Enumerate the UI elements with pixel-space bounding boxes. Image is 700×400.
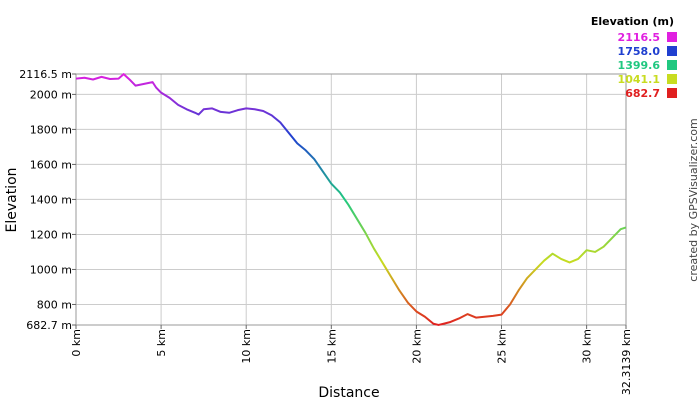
x-axis-ticks: 0 km 5 km 10 km 15 km 20 km 25 km 30 km 32.3139… bbox=[70, 325, 633, 395]
y-tick-label: 2000 m bbox=[30, 88, 72, 101]
y-axis-ticks: 682.7 m 800 m 1000 m 1200 m 1400 m 1600 m 1800… bbox=[19, 68, 76, 332]
y-axis-title: Elevation bbox=[4, 167, 20, 232]
legend-entry-label: 682.7 bbox=[625, 87, 660, 100]
legend-swatch bbox=[667, 60, 677, 70]
x-tick-label: 20 km bbox=[410, 329, 423, 364]
y-tick-label: 1800 m bbox=[30, 123, 72, 136]
y-tick-label: 682.7 m bbox=[26, 319, 72, 332]
legend-swatch bbox=[667, 32, 677, 42]
x-tick-label: 30 km bbox=[581, 329, 594, 364]
x-tick-label: 10 km bbox=[240, 329, 253, 364]
x-tick-label: 32.3139 km bbox=[620, 329, 633, 395]
credit-text: created by GPSVisualizer.com bbox=[687, 118, 700, 281]
y-tick-label: 800 m bbox=[37, 298, 72, 311]
x-tick-label: 0 km bbox=[70, 329, 83, 357]
plot-area bbox=[75, 73, 627, 326]
series-line-elevation bbox=[75, 73, 627, 326]
legend-swatch bbox=[667, 46, 677, 56]
x-tick-label: 25 km bbox=[496, 329, 509, 364]
x-axis-title: Distance bbox=[318, 385, 379, 400]
x-tick-label: 15 km bbox=[325, 329, 338, 364]
y-tick-label: 1600 m bbox=[30, 158, 72, 171]
legend-title: Elevation (m) bbox=[591, 15, 674, 28]
y-tick-label: 1000 m bbox=[30, 263, 72, 276]
x-tick-label: 5 km bbox=[155, 329, 168, 357]
y-tick-label: 2116.5 m bbox=[19, 68, 72, 81]
legend-swatch bbox=[667, 74, 677, 84]
legend-entry-label: 1399.6 bbox=[618, 59, 661, 72]
legend: Elevation (m) 2116.51758.01399.61041.168… bbox=[591, 15, 677, 100]
legend-entry-label: 2116.5 bbox=[618, 31, 660, 44]
y-tick-label: 1200 m bbox=[30, 228, 72, 241]
y-tick-label: 1400 m bbox=[30, 193, 72, 206]
legend-entry-label: 1041.1 bbox=[618, 73, 660, 86]
legend-swatch bbox=[667, 88, 677, 98]
legend-entry-label: 1758.0 bbox=[618, 45, 661, 58]
